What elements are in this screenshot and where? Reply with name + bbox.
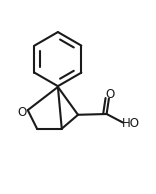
Text: O: O xyxy=(106,88,115,101)
Text: O: O xyxy=(18,106,27,119)
Text: HO: HO xyxy=(122,117,140,130)
